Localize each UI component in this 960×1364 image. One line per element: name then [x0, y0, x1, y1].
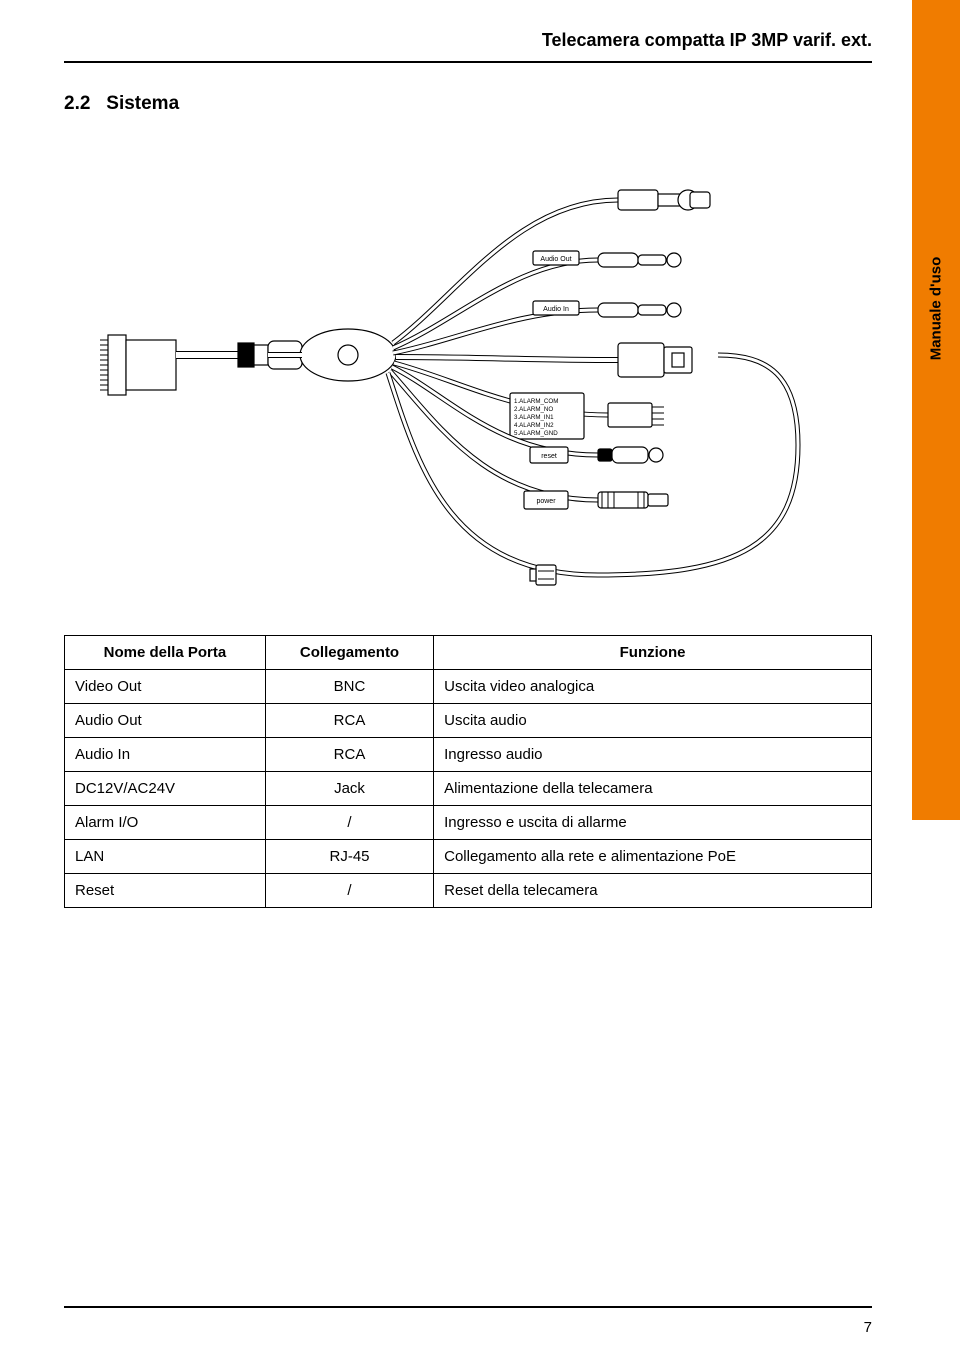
cell-conn: RJ-45 — [265, 840, 433, 874]
cell-func: Ingresso audio — [434, 738, 872, 772]
side-tab: Manuale d'uso — [912, 0, 960, 820]
table-header: Nome della Porta — [65, 636, 266, 670]
cell-func: Uscita video analogica — [434, 670, 872, 704]
cell-port: Alarm I/O — [65, 806, 266, 840]
section-title: Sistema — [106, 93, 179, 114]
page-number: 7 — [864, 1319, 872, 1336]
diagram-label-alarm: 1.ALARM_COM 2.ALARM_NO 3.ALARM_IN1 4.ALA… — [514, 398, 560, 437]
cell-func: Ingresso e uscita di allarme — [434, 806, 872, 840]
page: Manuale d'uso Telecamera compatta IP 3MP… — [0, 0, 960, 1364]
cell-port: Video Out — [65, 670, 266, 704]
cell-port: Audio Out — [65, 704, 266, 738]
cell-conn: / — [265, 874, 433, 908]
diagram-label-audio-out: Audio Out — [540, 256, 571, 263]
diagram-label-power: power — [536, 498, 556, 505]
cell-conn: RCA — [265, 738, 433, 772]
running-title: Telecamera compatta IP 3MP varif. ext. — [64, 30, 872, 61]
table-row: Reset / Reset della telecamera — [65, 874, 872, 908]
table-header: Collegamento — [265, 636, 433, 670]
section-number: 2.2 — [64, 93, 90, 114]
table-row: Audio In RCA Ingresso audio — [65, 738, 872, 772]
ports-table: Nome della Porta Collegamento Funzione V… — [64, 635, 872, 908]
side-tab-label: Manuale d'uso — [928, 257, 945, 361]
cell-conn: / — [265, 806, 433, 840]
cell-port: LAN — [65, 840, 266, 874]
cell-port: DC12V/AC24V — [65, 772, 266, 806]
cell-func: Reset della telecamera — [434, 874, 872, 908]
diagram-label-audio-in: Audio In — [543, 306, 569, 313]
section-heading: 2.2 Sistema — [64, 93, 872, 115]
cell-func: Uscita audio — [434, 704, 872, 738]
cell-func: Alimentazione della telecamera — [434, 772, 872, 806]
diagram-label-reset: reset — [541, 453, 557, 460]
cell-func: Collegamento alla rete e alimentazione P… — [434, 840, 872, 874]
cell-port: Audio In — [65, 738, 266, 772]
cell-conn: RCA — [265, 704, 433, 738]
footer-rule — [64, 1306, 872, 1308]
table-header-row: Nome della Porta Collegamento Funzione — [65, 636, 872, 670]
content-area: Telecamera compatta IP 3MP varif. ext. 2… — [64, 30, 872, 1324]
header-rule — [64, 61, 872, 63]
table-row: Alarm I/O / Ingresso e uscita di allarme — [65, 806, 872, 840]
table-row: Audio Out RCA Uscita audio — [65, 704, 872, 738]
cell-conn: BNC — [265, 670, 433, 704]
table-row: Video Out BNC Uscita video analogica — [65, 670, 872, 704]
cell-conn: Jack — [265, 772, 433, 806]
table-row: DC12V/AC24V Jack Alimentazione della tel… — [65, 772, 872, 806]
cell-port: Reset — [65, 874, 266, 908]
cable-harness-diagram: Audio Out Audio In — [98, 145, 838, 605]
table-row: LAN RJ-45 Collegamento alla rete e alime… — [65, 840, 872, 874]
table-header: Funzione — [434, 636, 872, 670]
